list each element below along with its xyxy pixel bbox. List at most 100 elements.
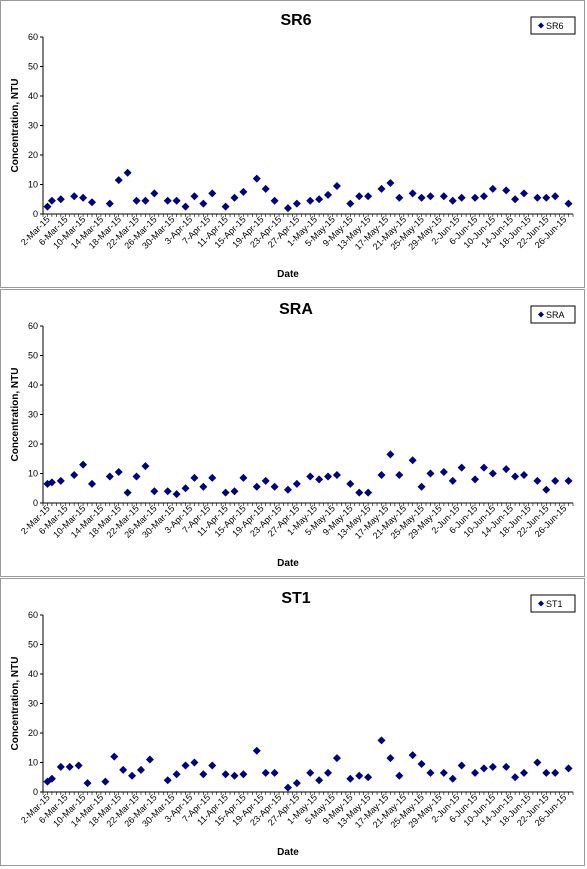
y-tick-label: 0 — [33, 498, 38, 508]
data-point — [199, 199, 208, 208]
data-point — [502, 186, 511, 195]
y-tick-label: 30 — [28, 410, 38, 420]
data-point — [395, 771, 404, 780]
data-point — [364, 773, 373, 782]
data-point — [70, 192, 79, 201]
data-point — [315, 475, 324, 484]
data-point — [43, 777, 52, 786]
data-point — [479, 192, 488, 201]
data-point — [533, 476, 542, 485]
data-point — [105, 199, 114, 208]
data-point — [123, 168, 132, 177]
data-point — [252, 746, 261, 755]
chart-title: SRA — [279, 301, 313, 318]
data-point — [128, 771, 137, 780]
data-point — [239, 473, 248, 482]
data-point — [136, 765, 145, 774]
y-tick-label: 60 — [28, 321, 38, 331]
data-point — [110, 752, 119, 761]
data-point — [355, 771, 364, 780]
y-axis-label: Concentration, NTU — [10, 657, 21, 751]
data-point — [230, 771, 239, 780]
legend-label: SR6 — [546, 21, 564, 31]
legend-label: ST1 — [546, 599, 563, 609]
data-point — [386, 179, 395, 188]
data-point — [417, 482, 426, 491]
y-tick-label: 10 — [28, 180, 38, 190]
data-point — [150, 189, 159, 198]
data-point — [564, 476, 573, 485]
data-point — [199, 482, 208, 491]
data-point — [306, 768, 315, 777]
data-point — [542, 485, 551, 494]
data-point — [439, 768, 448, 777]
y-tick-label: 0 — [33, 209, 38, 219]
data-point — [408, 751, 417, 760]
data-point — [520, 470, 529, 479]
data-point — [488, 184, 497, 193]
data-point — [270, 768, 279, 777]
y-axis-label: Concentration, NTU — [10, 79, 21, 173]
data-point — [306, 196, 315, 205]
y-tick-label: 20 — [28, 439, 38, 449]
y-tick-label: 50 — [28, 640, 38, 650]
data-point — [346, 774, 355, 783]
data-point — [79, 193, 88, 202]
data-point — [261, 768, 270, 777]
chart-title: ST1 — [281, 590, 310, 607]
y-tick-label: 60 — [28, 610, 38, 620]
data-point — [190, 192, 199, 201]
legend-box — [530, 305, 576, 324]
data-point — [150, 487, 159, 496]
data-point — [163, 196, 172, 205]
data-point — [511, 472, 520, 481]
data-point — [533, 758, 542, 767]
data-point — [377, 736, 386, 745]
data-point — [283, 485, 292, 494]
data-point — [105, 472, 114, 481]
data-point — [332, 470, 341, 479]
y-tick-label: 10 — [28, 758, 38, 768]
y-tick-label: 40 — [28, 380, 38, 390]
data-point — [270, 196, 279, 205]
y-tick-label: 40 — [28, 91, 38, 101]
y-tick-label: 10 — [28, 469, 38, 479]
data-point — [386, 754, 395, 763]
data-point — [83, 779, 92, 788]
legend-box — [530, 16, 576, 35]
data-point — [123, 488, 132, 497]
data-point — [47, 774, 56, 783]
x-axis-label: Date — [277, 558, 299, 569]
data-point — [65, 762, 74, 771]
data-point — [426, 469, 435, 478]
data-point — [457, 193, 466, 202]
data-point — [377, 470, 386, 479]
data-point — [132, 472, 141, 481]
data-point — [56, 762, 65, 771]
data-point — [417, 193, 426, 202]
legend-marker — [538, 600, 544, 607]
data-point — [47, 196, 56, 205]
data-point — [239, 187, 248, 196]
data-point — [261, 184, 270, 193]
data-point — [199, 770, 208, 779]
legend-box — [530, 594, 576, 613]
data-point — [551, 476, 560, 485]
chart-sra: SRA01020304050602-Mar-156-Mar-1510-Mar-1… — [10, 301, 576, 569]
data-point — [208, 473, 217, 482]
data-point — [43, 202, 52, 211]
y-tick-label: 50 — [28, 62, 38, 72]
data-point — [395, 470, 404, 479]
data-point — [355, 192, 364, 201]
y-tick-label: 30 — [28, 699, 38, 709]
data-point — [145, 755, 154, 764]
legend: SR6 — [530, 16, 576, 35]
data-point — [551, 768, 560, 777]
y-axis-label: Concentration, NTU — [10, 368, 21, 462]
data-point — [315, 776, 324, 785]
data-point — [408, 456, 417, 465]
data-point — [386, 450, 395, 459]
data-point — [471, 475, 480, 484]
y-tick-label: 20 — [28, 728, 38, 738]
data-point — [426, 768, 435, 777]
